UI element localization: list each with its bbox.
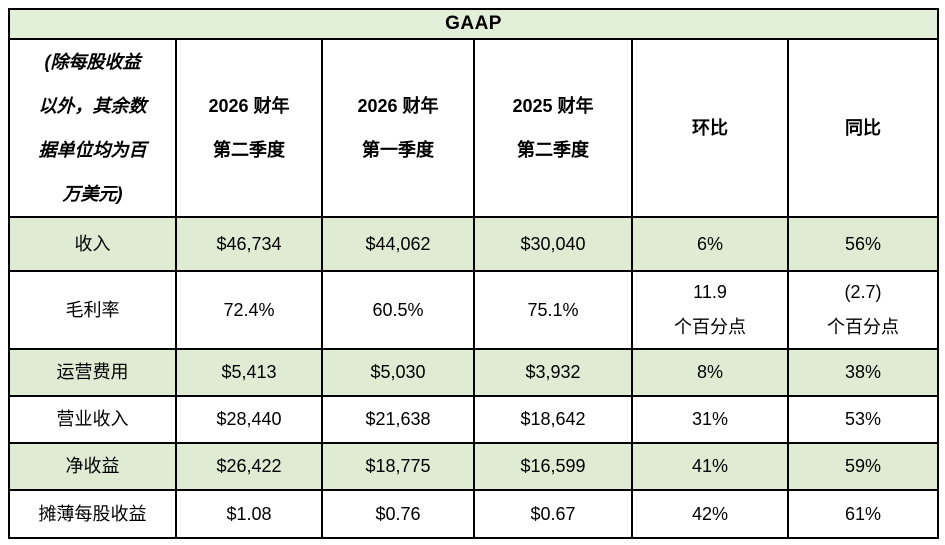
row-label: 毛利率 [8, 270, 177, 351]
gaap-financial-table: GAAP (除每股收益 以外，其余数 据单位均为百 万美元) 2026 财年 第… [7, 8, 940, 540]
column-header-q1-fy2026: 2026 财年 第一季度 [321, 37, 475, 219]
cell-value: 42% [631, 489, 789, 540]
row-label: 摊薄每股收益 [8, 489, 177, 540]
cell-value: 56% [786, 216, 940, 273]
column-header-q2-fy2026: 2026 财年 第二季度 [175, 37, 323, 219]
cell-value: 41% [631, 442, 789, 492]
cell-value: $5,030 [321, 348, 475, 398]
cell-value: $18,642 [473, 395, 633, 445]
cell-value: $26,422 [175, 442, 323, 492]
cell-value: $21,638 [321, 395, 475, 445]
unit-note: (除每股收益 以外，其余数 据单位均为百 万美元) [8, 37, 177, 219]
table-row-revenue: 收入 $46,734 $44,062 $30,040 6% 56% [8, 216, 940, 273]
table-row-net-income: 净收益 $26,422 $18,775 $16,599 41% 59% [8, 442, 940, 492]
column-header-q2-fy2025: 2025 财年 第二季度 [473, 37, 633, 219]
table-title: GAAP [7, 8, 940, 40]
row-label: 收入 [8, 216, 177, 273]
table-row-operating-expenses: 运营费用 $5,413 $5,030 $3,932 8% 38% [8, 348, 940, 398]
column-header-qoq: 环比 [631, 37, 789, 219]
cell-value: $28,440 [175, 395, 323, 445]
cell-value: 6% [631, 216, 789, 273]
column-header-row: (除每股收益 以外，其余数 据单位均为百 万美元) 2026 财年 第二季度 2… [8, 37, 940, 219]
cell-value: $5,413 [175, 348, 323, 398]
table-row-operating-income: 营业收入 $28,440 $21,638 $18,642 31% 53% [8, 395, 940, 445]
table-row-diluted-eps: 摊薄每股收益 $1.08 $0.76 $0.67 42% 61% [8, 489, 940, 540]
cell-value: $30,040 [473, 216, 633, 273]
cell-value: 72.4% [175, 270, 323, 351]
cell-value: $16,599 [473, 442, 633, 492]
cell-value: 60.5% [321, 270, 475, 351]
cell-value: 61% [786, 489, 940, 540]
column-header-yoy: 同比 [786, 37, 940, 219]
cell-value: 53% [786, 395, 940, 445]
cell-value: $0.76 [321, 489, 475, 540]
table-row-gross-margin: 毛利率 72.4% 60.5% 75.1% 11.9 个百分点 (2.7) 个百… [8, 270, 940, 351]
cell-value: 31% [631, 395, 789, 445]
cell-value: 38% [786, 348, 940, 398]
row-label: 运营费用 [8, 348, 177, 398]
cell-value: 59% [786, 442, 940, 492]
cell-value: 75.1% [473, 270, 633, 351]
cell-value: (2.7) 个百分点 [786, 270, 940, 351]
cell-value: $46,734 [175, 216, 323, 273]
row-label: 净收益 [8, 442, 177, 492]
cell-value: $3,932 [473, 348, 633, 398]
cell-value: $1.08 [175, 489, 323, 540]
table-title-row: GAAP [7, 8, 940, 40]
cell-value: $44,062 [321, 216, 475, 273]
cell-value: 8% [631, 348, 789, 398]
cell-value: 11.9 个百分点 [631, 270, 789, 351]
row-label: 营业收入 [8, 395, 177, 445]
cell-value: $18,775 [321, 442, 475, 492]
cell-value: $0.67 [473, 489, 633, 540]
